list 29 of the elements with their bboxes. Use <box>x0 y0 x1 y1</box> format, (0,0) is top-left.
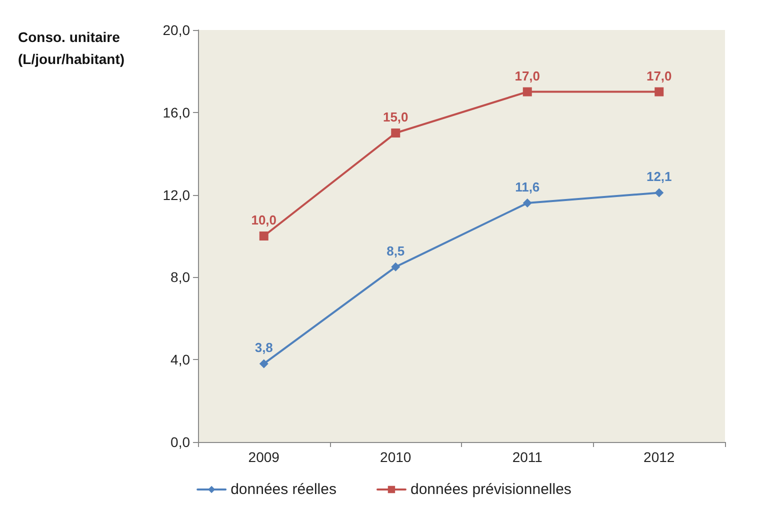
data-label: 3,8 <box>254 340 273 356</box>
point <box>391 128 400 138</box>
point <box>391 262 400 272</box>
data-label: 8,5 <box>386 243 405 258</box>
x-tick-label: 2012 <box>644 449 675 465</box>
data-label: 15,0 <box>382 110 408 124</box>
data-label: 11,6 <box>515 180 540 195</box>
y-tick-label: 12,0 <box>162 186 190 203</box>
point <box>259 232 268 240</box>
point <box>654 87 664 96</box>
point <box>522 198 532 208</box>
x-tick-label: 2009 <box>248 449 280 465</box>
y-tick-label: 16,0 <box>162 104 190 120</box>
y-tick-label: 4,0 <box>170 352 190 368</box>
data-label: 10,0 <box>251 212 277 228</box>
point <box>654 188 664 198</box>
point <box>259 359 268 368</box>
legend-label: données réelles <box>230 481 336 498</box>
x-tick-label: 2010 <box>380 449 412 465</box>
legend-label: données prévisionnelles <box>410 481 572 498</box>
data-label: 17,0 <box>514 68 540 84</box>
data-label: 17,0 <box>646 68 672 84</box>
data-label: 12,1 <box>646 169 672 184</box>
y-tick-label: 0,0 <box>170 434 190 450</box>
y-tick-label: 8,0 <box>170 269 190 286</box>
y-axis-title: Conso. unitaire (L/jour/habitant) <box>18 29 125 67</box>
y-tick-label: 20,0 <box>162 22 190 38</box>
x-tick-label: 2011 <box>512 449 543 465</box>
point <box>522 87 532 96</box>
